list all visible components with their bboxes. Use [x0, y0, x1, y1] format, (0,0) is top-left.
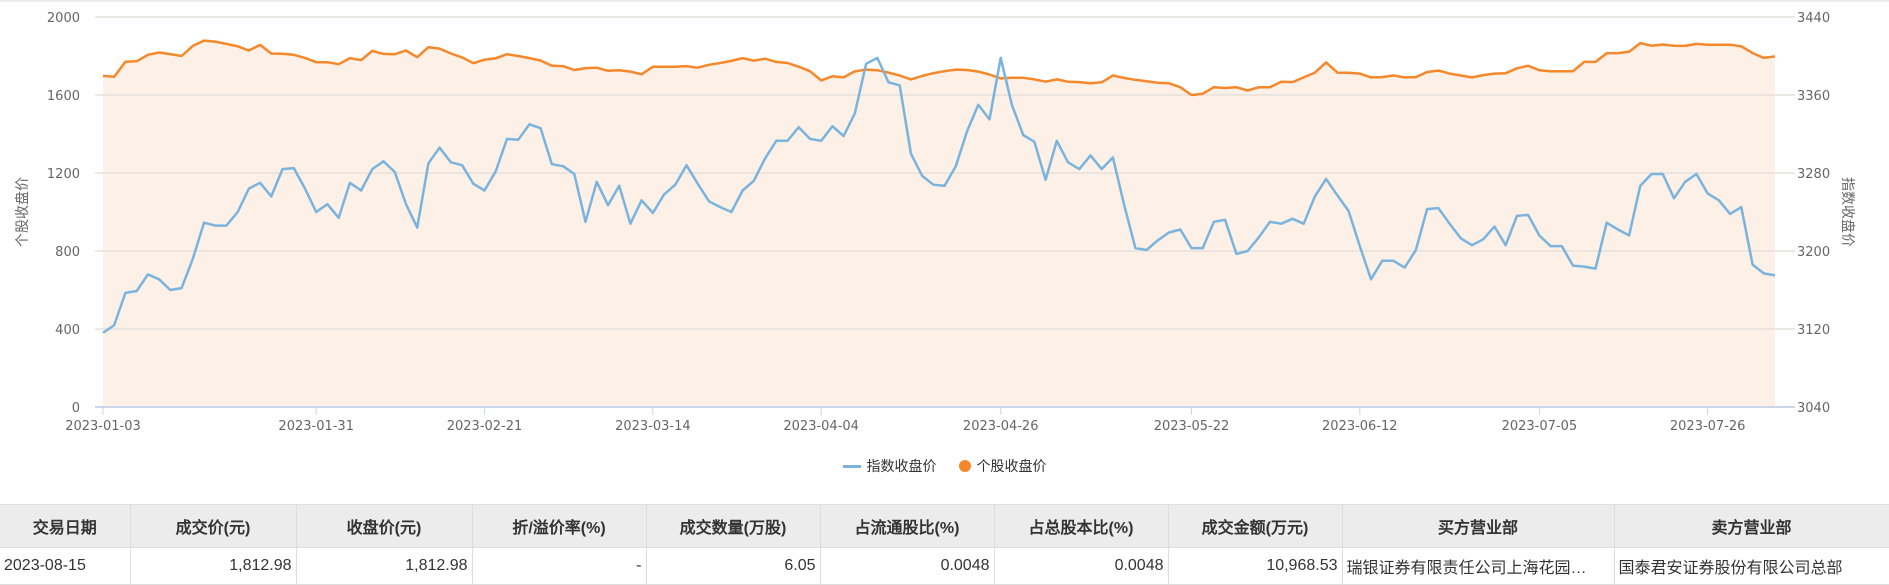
y-left-tick-label: 1600 — [47, 89, 80, 104]
y-left-tick-label: 2000 — [47, 11, 80, 26]
y-right-tick-label: 3360 — [1797, 89, 1830, 104]
y-right-tick-label: 3040 — [1797, 401, 1830, 416]
legend-label: 个股收盘价 — [976, 459, 1047, 475]
y-left-axis-title: 个股收盘价 — [14, 177, 31, 247]
y-right-axis-title: 指数收盘价 — [1839, 177, 1856, 247]
y-right-tick-label: 3440 — [1797, 11, 1830, 26]
legend-dot-icon — [958, 460, 971, 472]
legend-item-index-close[interactable]: 指数收盘价 — [842, 456, 937, 476]
x-tick-label: 2023-04-04 — [783, 419, 859, 434]
chart-legend: 指数收盘价 个股收盘价 — [0, 456, 1889, 476]
y-right-tick-label: 3120 — [1797, 323, 1830, 338]
legend-item-stock-close[interactable]: 个股收盘价 — [958, 456, 1047, 476]
cell-seller: 国泰君安证券股份有限公司总部 — [1614, 547, 1889, 585]
col-header-buyer[interactable]: 买方营业部 — [1342, 504, 1615, 548]
col-header-volume[interactable]: 成交数量(万股) — [646, 504, 821, 548]
stock-close-line — [102, 39, 1776, 97]
y-right-tick-label: 3200 — [1797, 245, 1830, 260]
x-tick-label: 2023-05-22 — [1154, 419, 1230, 434]
col-header-trade-price[interactable]: 成交价(元) — [130, 504, 297, 548]
x-tick-label: 2023-02-21 — [447, 419, 523, 434]
cell-amount: 10,968.53 — [1168, 547, 1343, 585]
table-header-row: 交易日期 成交价(元) 收盘价(元) 折/溢价率(%) 成交数量(万股) 占流通… — [0, 504, 1889, 548]
cell-trade-price: 1,812.98 — [130, 547, 297, 585]
col-header-trade-date[interactable]: 交易日期 — [0, 504, 131, 548]
cell-close-price: 1,812.98 — [296, 547, 473, 585]
x-tick-label: 2023-06-12 — [1322, 419, 1398, 434]
legend-label: 指数收盘价 — [866, 459, 937, 475]
x-tick-label: 2023-04-26 — [963, 419, 1039, 434]
col-header-float-ratio[interactable]: 占流通股比(%) — [820, 504, 995, 548]
x-tick-label: 2023-01-31 — [278, 419, 354, 434]
x-tick-label: 2023-01-03 — [65, 419, 141, 434]
col-header-premium-rate[interactable]: 折/溢价率(%) — [472, 504, 647, 548]
y-left-tick-label: 400 — [55, 323, 80, 338]
y-right-tick-label: 3280 — [1797, 167, 1830, 182]
col-header-amount[interactable]: 成交金额(万元) — [1168, 504, 1343, 548]
x-tick-label: 2023-07-05 — [1502, 419, 1578, 434]
legend-line-icon — [842, 464, 861, 468]
y-left-tick-label: 1200 — [47, 167, 80, 182]
cell-float-ratio: 0.0048 — [820, 547, 995, 585]
line-chart: 0 400 800 1200 1600 2000 3040 3120 3200 3280 3360 3… — [14, 11, 1856, 434]
x-tick-label: 2023-07-26 — [1670, 419, 1746, 434]
block-trade-table: 交易日期 成交价(元) 收盘价(元) 折/溢价率(%) 成交数量(万股) 占流通… — [0, 504, 1889, 585]
y-left-tick-label: 800 — [55, 245, 80, 260]
y-left-tick-label: 0 — [72, 401, 80, 416]
col-header-close-price[interactable]: 收盘价(元) — [296, 504, 473, 548]
cell-buyer: 瑞银证券有限责任公司上海花园… — [1342, 547, 1615, 585]
area-fill — [103, 40, 1775, 407]
cell-volume: 6.05 — [646, 547, 821, 585]
cell-premium-rate: - — [472, 547, 647, 585]
col-header-total-ratio[interactable]: 占总股本比(%) — [994, 504, 1169, 548]
x-tick-label: 2023-03-14 — [615, 419, 691, 434]
cell-trade-date: 2023-08-15 — [0, 547, 131, 585]
cell-total-ratio: 0.0048 — [994, 547, 1169, 585]
index-close-line — [102, 56, 1776, 334]
top-divider — [0, 0, 1889, 2]
table-row: 2023-08-15 1,812.98 1,812.98 - 6.05 0.00… — [0, 547, 1889, 585]
col-header-seller[interactable]: 卖方营业部 — [1614, 504, 1889, 548]
